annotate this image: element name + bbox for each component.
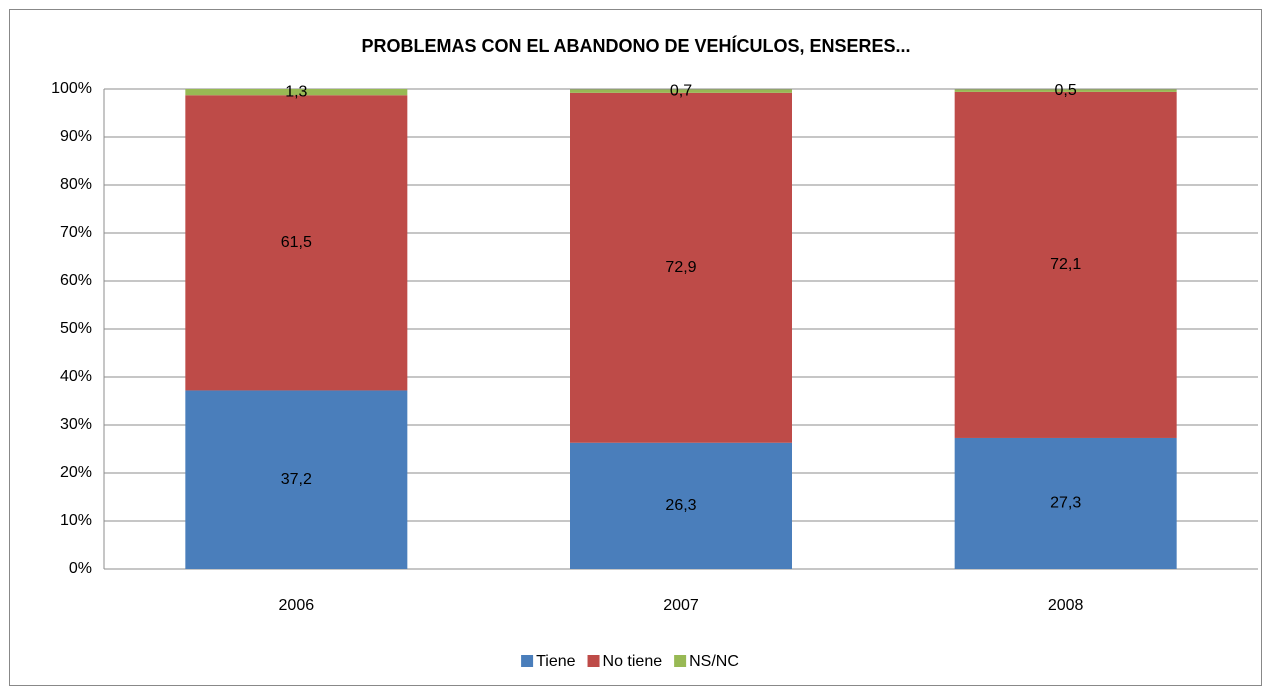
y-tick-label: 20% — [60, 464, 92, 481]
y-tick-label: 90% — [60, 128, 92, 145]
data-label: 1,3 — [285, 83, 307, 100]
data-label: 37,2 — [281, 471, 312, 488]
bar-segment — [570, 442, 792, 569]
y-tick-label: 80% — [60, 176, 92, 193]
bar-segment — [185, 390, 408, 569]
data-label: 61,5 — [281, 234, 312, 251]
data-label: 72,9 — [665, 259, 696, 276]
data-label: 0,7 — [670, 82, 692, 99]
legend-label: Tiene — [536, 653, 576, 670]
bar-segment — [185, 95, 408, 391]
x-tick-label: 2007 — [663, 597, 699, 614]
bar-segment — [954, 91, 1177, 438]
y-tick-label: 30% — [60, 416, 92, 433]
legend-swatch — [587, 655, 600, 667]
legend-swatch — [521, 655, 534, 667]
legend-label: No tiene — [603, 653, 663, 670]
data-label: 26,3 — [665, 497, 696, 514]
y-tick-label: 0% — [69, 560, 92, 577]
y-tick-label: 40% — [60, 368, 92, 385]
y-tick-label: 10% — [60, 512, 92, 529]
y-tick-label: 60% — [60, 272, 92, 289]
legend-label: NS/NC — [689, 653, 739, 670]
bar-segment — [954, 89, 1177, 92]
y-tick-label: 70% — [60, 224, 92, 241]
data-label: 0,5 — [1055, 82, 1077, 99]
data-label: 72,1 — [1050, 256, 1081, 273]
legend-swatch — [674, 655, 687, 667]
x-tick-label: 2006 — [279, 597, 315, 614]
bar-segment — [570, 89, 792, 93]
data-label: 27,3 — [1050, 495, 1081, 512]
x-tick-label: 2008 — [1048, 597, 1084, 614]
bar-segment — [185, 89, 408, 96]
bar-segment — [954, 437, 1177, 569]
y-tick-label: 50% — [60, 320, 92, 337]
y-tick-label: 100% — [51, 80, 92, 97]
bar-segment — [570, 92, 792, 443]
chart-title: PROBLEMAS CON EL ABANDONO DE VEHÍCULOS, … — [361, 35, 910, 56]
